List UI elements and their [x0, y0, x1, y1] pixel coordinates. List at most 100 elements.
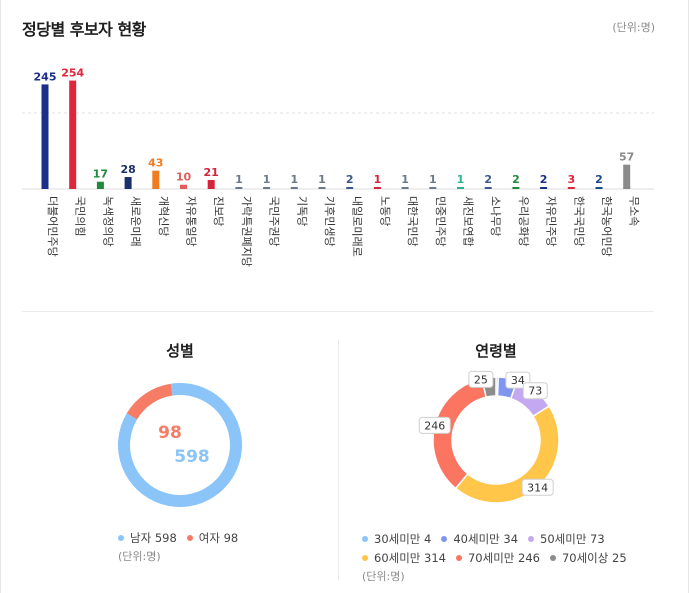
- legend-label: 남자 598: [130, 531, 177, 545]
- bar[interactable]: [290, 187, 298, 189]
- bar[interactable]: [152, 170, 160, 189]
- bar-value-label: 1: [263, 173, 271, 186]
- bar[interactable]: [124, 177, 132, 189]
- legend-item: 남자 598: [118, 530, 177, 546]
- bar-category-label: 기후민생당: [323, 196, 336, 247]
- bar[interactable]: [346, 187, 354, 189]
- bar-category-label: 대한국민당: [406, 196, 419, 247]
- bar[interactable]: [484, 187, 492, 189]
- legend-item: 60세미만 314: [362, 549, 446, 568]
- bar-category-label: 한국국민당: [572, 196, 585, 247]
- bar-value-label: 254: [61, 67, 84, 80]
- bar-value-label: 1: [374, 173, 382, 186]
- bar[interactable]: [595, 187, 603, 189]
- bar[interactable]: [373, 187, 381, 189]
- bar-value-label: 1: [235, 173, 243, 186]
- age-unit-label: (단위:명): [362, 570, 405, 583]
- bar-category-label: 소나무당: [489, 196, 502, 236]
- bar[interactable]: [567, 187, 575, 189]
- legend-label: 60세미만 314: [374, 551, 446, 565]
- legend-item: 여자 98: [186, 530, 239, 546]
- bar-value-label: 1: [290, 173, 298, 186]
- bar-category-label: 우리공화당: [517, 196, 530, 247]
- bar-category-label: 가락특권폐지당: [240, 196, 253, 267]
- bar-value-label: 1: [318, 173, 326, 186]
- bar-category-label: 녹색정의당: [101, 196, 114, 247]
- column-divider: [338, 340, 339, 580]
- bar-value-label: 245: [34, 70, 57, 83]
- legend-item: 40세미만 34: [441, 530, 518, 549]
- bar[interactable]: [623, 164, 631, 189]
- bar-category-label: 자유통일당: [185, 196, 199, 247]
- bar[interactable]: [263, 187, 271, 189]
- bar-value-label: 3: [567, 173, 575, 186]
- bar-category-label: 무소속: [628, 196, 641, 226]
- legend-label: 여자 98: [198, 531, 239, 545]
- bar[interactable]: [180, 184, 187, 189]
- slice-badge: [418, 416, 451, 434]
- bar-category-label: 국민주권당: [268, 196, 281, 247]
- bar[interactable]: [540, 187, 548, 189]
- donut-slice[interactable]: [126, 383, 173, 420]
- legend-dot: [528, 535, 535, 542]
- bar[interactable]: [401, 187, 409, 189]
- legend-label: 30세미만 4: [374, 532, 432, 546]
- unit-label: (단위:명): [612, 21, 655, 34]
- legend-dot: [362, 554, 368, 561]
- slice-value-label: 314: [527, 481, 548, 494]
- bar-value-label: 43: [148, 157, 163, 170]
- bar-value-label: 1: [429, 173, 437, 186]
- bar[interactable]: [235, 187, 243, 189]
- bar-category-label: 노동당: [378, 196, 391, 226]
- bar[interactable]: [207, 180, 215, 189]
- bar-category-label: 진보당: [212, 196, 225, 226]
- bar-category-label: 자유민주당: [545, 196, 558, 247]
- bar[interactable]: [318, 187, 326, 189]
- bar-value-label: 1: [457, 173, 465, 186]
- bar-value-label: 28: [120, 163, 135, 176]
- bar-value-label: 2: [540, 173, 548, 186]
- legend-dot: [186, 534, 193, 541]
- party-bar-chart: 245 더불어민주당 254 국민의힘 17 녹색정의당 28 새로운미래 43 개혁신당 10 자유…: [22, 67, 654, 267]
- bar[interactable]: [69, 80, 77, 189]
- bar[interactable]: [512, 187, 520, 189]
- legend-dot: [362, 535, 368, 542]
- bar-value-label: 1: [401, 173, 409, 186]
- section-divider: [22, 311, 654, 312]
- bar-category-label: 한국농어민당: [600, 196, 613, 257]
- legend-item: 50세미만 73: [528, 530, 605, 549]
- bar-category-label: 새로운미래: [129, 196, 142, 247]
- bar-value-label: 21: [204, 166, 219, 179]
- slice-value-label: 598: [174, 447, 210, 467]
- bar-category-label: 내일로미래로: [351, 196, 365, 257]
- bar[interactable]: [96, 181, 104, 189]
- slice-value-label: 73: [528, 385, 542, 398]
- legend-dot: [118, 534, 124, 541]
- bar-value-label: 57: [619, 151, 634, 164]
- bar-category-label: 국민의힘: [74, 196, 87, 236]
- gender-unit-label: (단위:명): [118, 550, 161, 563]
- legend-item: 70세이상 25: [549, 549, 627, 568]
- legend-item: 70세미만 246: [455, 549, 540, 568]
- legend-dot: [549, 554, 556, 561]
- legend-dot: [455, 554, 462, 561]
- bar-value-label: 2: [346, 173, 354, 186]
- bar-category-label: 더불어민주당: [46, 196, 59, 257]
- slice-value-label: 98: [158, 423, 182, 443]
- bar-value-label: 17: [93, 168, 108, 181]
- slice-value-label: 25: [474, 373, 488, 386]
- slice-badge: [468, 370, 494, 388]
- legend-item: 30세미만 4: [362, 530, 431, 549]
- bar[interactable]: [429, 187, 437, 189]
- slice-badge: [521, 478, 554, 496]
- legend-label: 40세미만 34: [453, 532, 519, 546]
- bar[interactable]: [41, 84, 49, 189]
- bar[interactable]: [457, 187, 464, 189]
- bar-category-label: 기독당: [295, 196, 308, 226]
- bar-category-label: 새진보연합: [462, 196, 475, 247]
- legend-label: 70세이상 25: [561, 551, 627, 565]
- gender-title: 성별: [166, 342, 194, 360]
- age-title: 연령별: [475, 342, 517, 360]
